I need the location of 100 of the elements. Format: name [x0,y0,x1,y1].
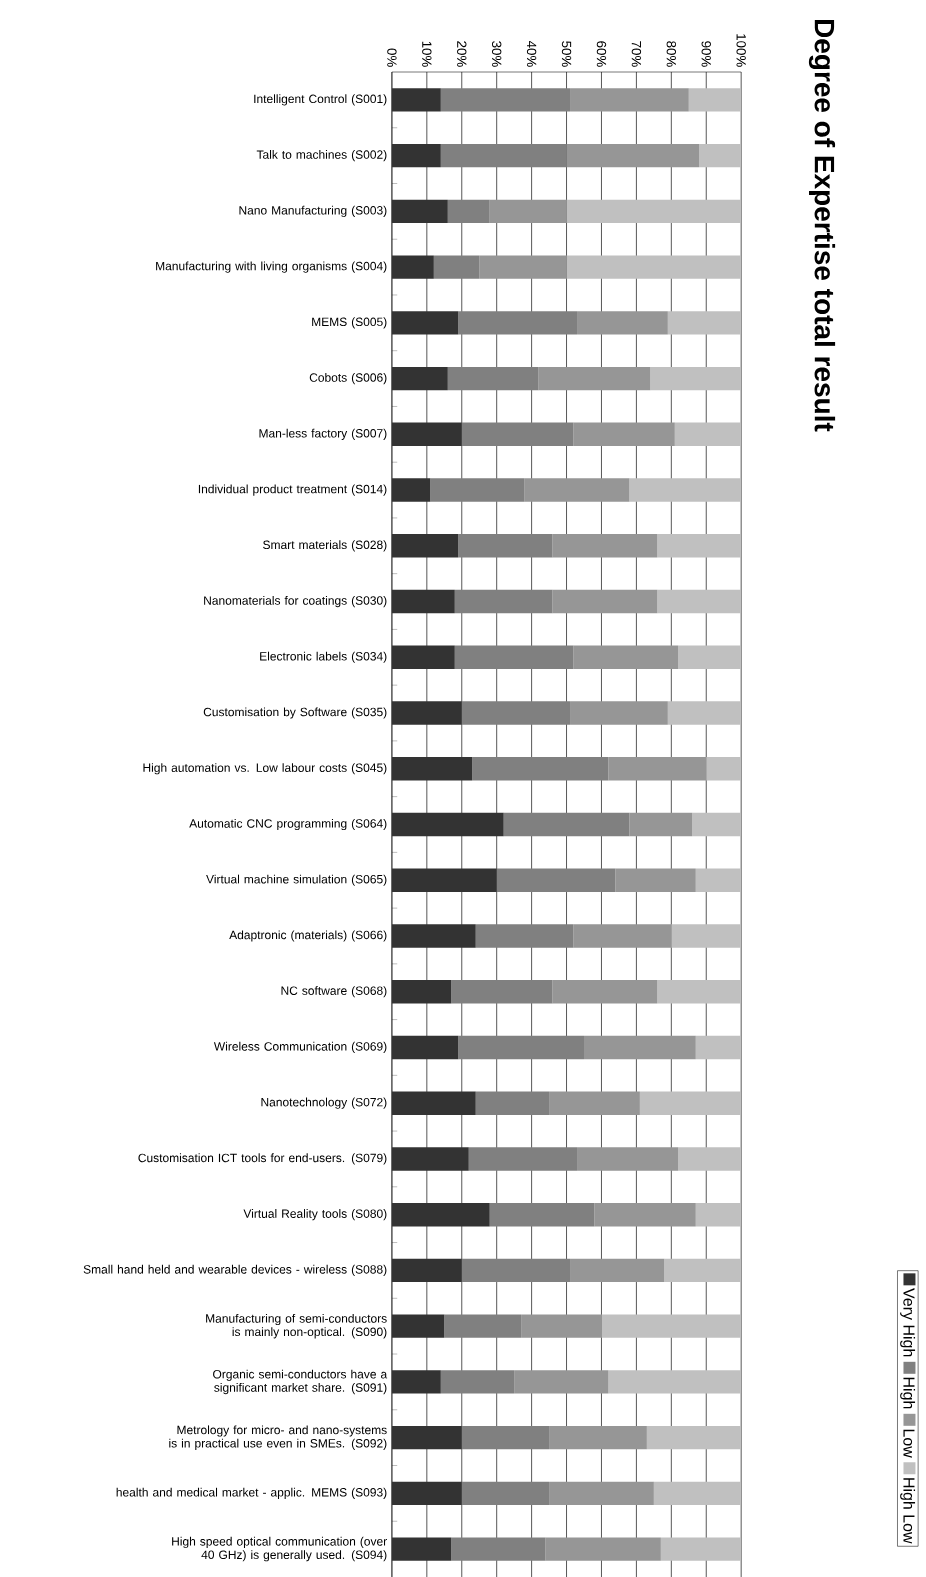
bar [566,255,741,279]
bar [391,924,476,948]
bar [447,366,539,391]
y-tick-label: Smart materials (S028) [262,540,387,552]
y-tick-label: Manufacturing with living organisms (S004) [155,261,387,273]
y-tick-label: Nanotechnology (S072) [261,1097,387,1109]
bar [496,868,616,892]
bar [573,924,672,948]
x-tick-label: 60% [596,41,606,67]
bar [391,980,452,1004]
bar [391,1481,462,1506]
y-tick-label: Adaptronic (materials) (S066) [228,930,387,942]
bar [513,1370,609,1394]
bar [548,1481,654,1506]
bar [391,1425,462,1450]
bar [489,1202,595,1227]
bar [520,1314,602,1338]
bar [472,757,609,781]
x-tick-label: 70% [631,41,641,67]
y-tick-label: Electronic labels (S034) [259,651,387,663]
bar [391,199,448,224]
bar [545,1537,661,1561]
bar [552,980,658,1004]
bar [433,255,480,279]
x-tick-label: 100% [736,34,746,67]
bar [451,980,553,1004]
bar [391,1202,490,1227]
bar [639,1091,741,1115]
x-tick-label: 20% [456,41,467,67]
bar [615,868,696,892]
bar [608,1370,741,1394]
bar [391,1537,452,1561]
bar [391,589,455,614]
x-tick-label: 40% [526,40,537,67]
y-tick-label: Intelligent Control (S001) [254,94,387,106]
y-tick-label: Individual product treatment (S014) [198,484,387,496]
y-tick-label: Automatic CNC programming (S064) [188,818,387,831]
x-tick-label: 10% [421,41,432,67]
y-tick-label: Customisation by Software (S035) [203,707,387,719]
y-tick-label: Small hand held and wearable devices - wireless (S088) [83,1264,387,1277]
bar [678,645,741,669]
bar [552,589,658,614]
bar [391,1147,469,1171]
y-tick-label: MEMS (S005) [311,317,387,329]
y-tick-label: Customisation ICT tools for end-users. (S079) [138,1153,387,1165]
bar [440,88,570,112]
bar [678,1147,741,1171]
bar [391,88,441,112]
bar [548,1425,647,1450]
bar [391,422,462,447]
y-tick-label: health and medical market - applic. MEMS (S093) [116,1487,387,1499]
y-tick-label: NC software (S068) [281,986,387,998]
bar [653,1481,741,1506]
bar [461,1481,549,1506]
bar [440,143,567,168]
legend-label: High Low [899,1478,915,1544]
y-tick-label: Virtual Reality tools (S080) [243,1209,387,1221]
bar [695,1202,741,1227]
x-tick-label: 90% [701,41,711,67]
bar [391,366,448,391]
bar [503,812,630,837]
bar [458,311,577,335]
bar [391,1091,476,1115]
bar [391,534,459,558]
bar [391,478,431,502]
bar [461,1425,549,1450]
y-tick-label: Talk to machines (S002) [256,150,387,162]
bar [594,1202,696,1227]
bar [430,478,525,502]
y-tick-label: Wireless Communication (S069) [213,1041,387,1054]
bar [583,1035,696,1060]
bar [458,534,553,558]
bar [391,311,459,335]
bar [674,422,741,447]
legend-label: Very High [899,1288,915,1357]
bar [660,1537,741,1561]
legend-label: Low [903,1429,915,1458]
bar [629,478,741,502]
y-tick-label: Manufacturing of semi-conductors is mainly non-optical. (S090) [205,1313,387,1339]
bar [646,1425,741,1450]
bar [475,924,574,948]
bar [552,534,658,558]
y-tick-label: Virtual machine simulation (S065) [205,874,387,886]
bar [667,701,741,725]
y-tick-label: High speed optical communication (over 40 GHz) is generally used. (S094) [171,1536,387,1562]
y-tick-label: Nano Manufacturing (S003) [239,205,387,217]
bar [391,1035,459,1060]
bar [569,88,689,112]
bar [573,645,679,669]
bar [475,1091,549,1115]
bar [538,366,651,391]
bar [391,255,434,279]
bar [576,1147,679,1171]
bar [573,422,675,447]
x-tick-label: 80% [666,41,676,67]
bar [454,645,574,669]
bar [695,1035,741,1060]
bar [461,1258,570,1283]
bar [667,311,741,335]
y-tick-label: Nanomaterials for coatings (S030) [203,595,387,608]
